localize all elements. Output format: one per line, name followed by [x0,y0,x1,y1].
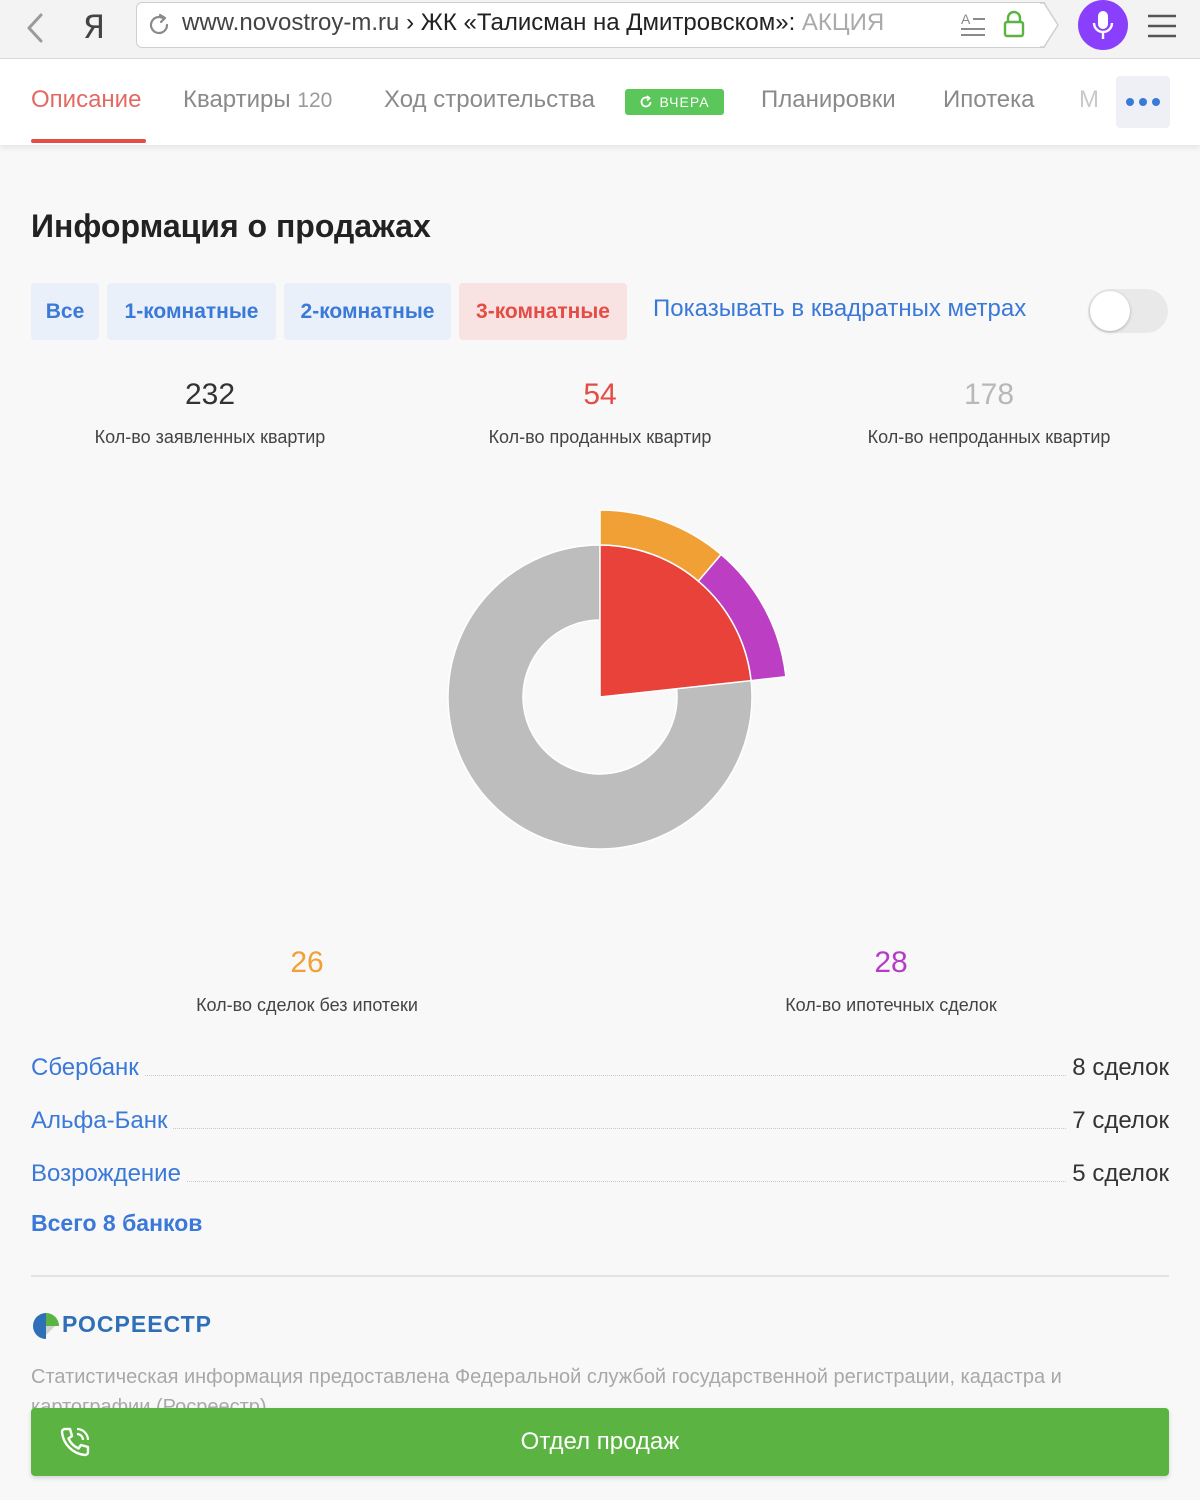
sales-department-label: Отдел продаж [520,1428,680,1455]
bank-deals: 5 сделок [1072,1160,1169,1187]
url-separator: › [406,9,415,36]
construction-update-badge: ВЧЕРА [625,89,724,115]
section-title: Информация о продажах [31,208,431,244]
sales-donut-chart [447,509,787,850]
address-bar-arrow [1040,2,1059,48]
tab-mortgage[interactable]: Ипотека [943,86,1035,113]
mortgage-deals-label: Кол-во ипотечных сделок [785,995,997,1015]
bank-deals: 7 сделок [1072,1107,1169,1134]
filter-1-room[interactable]: 1-комнатные [107,283,276,340]
unsold-count: 178 [963,378,1015,411]
bank-row: Возрождение 5 сделок [31,1154,1169,1188]
sold-count: 54 [583,378,617,411]
phone-icon [60,1427,90,1457]
microphone-icon[interactable] [1078,0,1128,50]
tab-apartments-label: Квартиры [183,86,291,113]
dotted-leader [173,1128,1067,1129]
tab-construction-progress[interactable]: Ход строительства [384,86,595,113]
active-tab-indicator [31,139,146,143]
yandex-logo-icon[interactable]: Я [82,8,106,46]
declared-count: 232 [184,378,236,411]
cash-deals-label: Кол-во сделок без ипотеки [196,995,418,1015]
divider [31,1275,1169,1277]
mortgage-deals-count: 28 [874,946,908,979]
more-tabs-button[interactable] [1116,76,1170,128]
hamburger-menu-icon[interactable] [1146,12,1178,40]
lock-icon [1003,10,1025,38]
tab-apartments-count: 120 [297,89,333,112]
url-text[interactable]: www.novostroy-m.ru › ЖК «Талисман на Дми… [182,9,942,39]
filter-all[interactable]: Все [31,283,99,340]
rosreestr-logo-text: РОСРЕЕСТР [62,1311,212,1337]
show-sqm-label[interactable]: Показывать в квадратных метрах [653,295,1027,322]
page-tabs-bar [0,59,1200,145]
url-host: www.novostroy-m.ru [182,9,400,36]
back-arrow-icon[interactable] [18,8,52,48]
tab-layouts[interactable]: Планировки [761,86,896,113]
filter-2-room[interactable]: 2-комнатные [284,283,451,340]
unsold-label: Кол-во непроданных квартир [867,427,1111,447]
sales-department-button[interactable]: Отдел продаж [31,1408,1169,1476]
donut-segment-unsold [447,544,753,850]
bank-deals: 8 сделок [1072,1054,1169,1081]
tab-truncated[interactable]: М [1079,86,1099,113]
badge-label: ВЧЕРА [659,94,710,110]
reload-icon[interactable] [146,12,172,38]
sqm-toggle-knob[interactable] [1090,291,1130,331]
bank-row: Сбербанк 8 сделок [31,1048,1169,1082]
filter-3-room[interactable]: 3-комнатные [459,283,627,340]
donut-outer-segment-mortgage [697,553,787,682]
sold-label: Кол-во проданных квартир [488,427,712,447]
tab-description[interactable]: Описание [31,86,142,113]
address-bar[interactable] [136,2,1045,48]
url-page-title-faded: АКЦИЯ [801,9,885,36]
url-page-title: ЖК «Талисман на Дмитровском»: [420,9,802,36]
bank-name-link[interactable]: Возрождение [31,1160,181,1187]
refresh-icon [641,95,652,108]
tab-apartments[interactable]: Квартиры 120 [183,86,332,114]
more-dots-icon [1126,98,1134,106]
bank-name-link[interactable]: Сбербанк [31,1054,139,1081]
declared-label: Кол-во заявленных квартир [94,427,326,447]
bank-name-link[interactable]: Альфа-Банк [31,1107,168,1134]
dotted-leader [144,1075,1067,1076]
bank-row: Альфа-Банк 7 сделок [31,1101,1169,1135]
all-banks-link[interactable]: Всего 8 банков [31,1210,203,1236]
svg-text:A: A [961,11,971,27]
reader-mode-icon[interactable]: A [958,10,988,40]
dotted-leader [186,1181,1067,1182]
cash-deals-count: 26 [290,946,324,979]
rosreestr-logo-icon [33,1313,59,1339]
